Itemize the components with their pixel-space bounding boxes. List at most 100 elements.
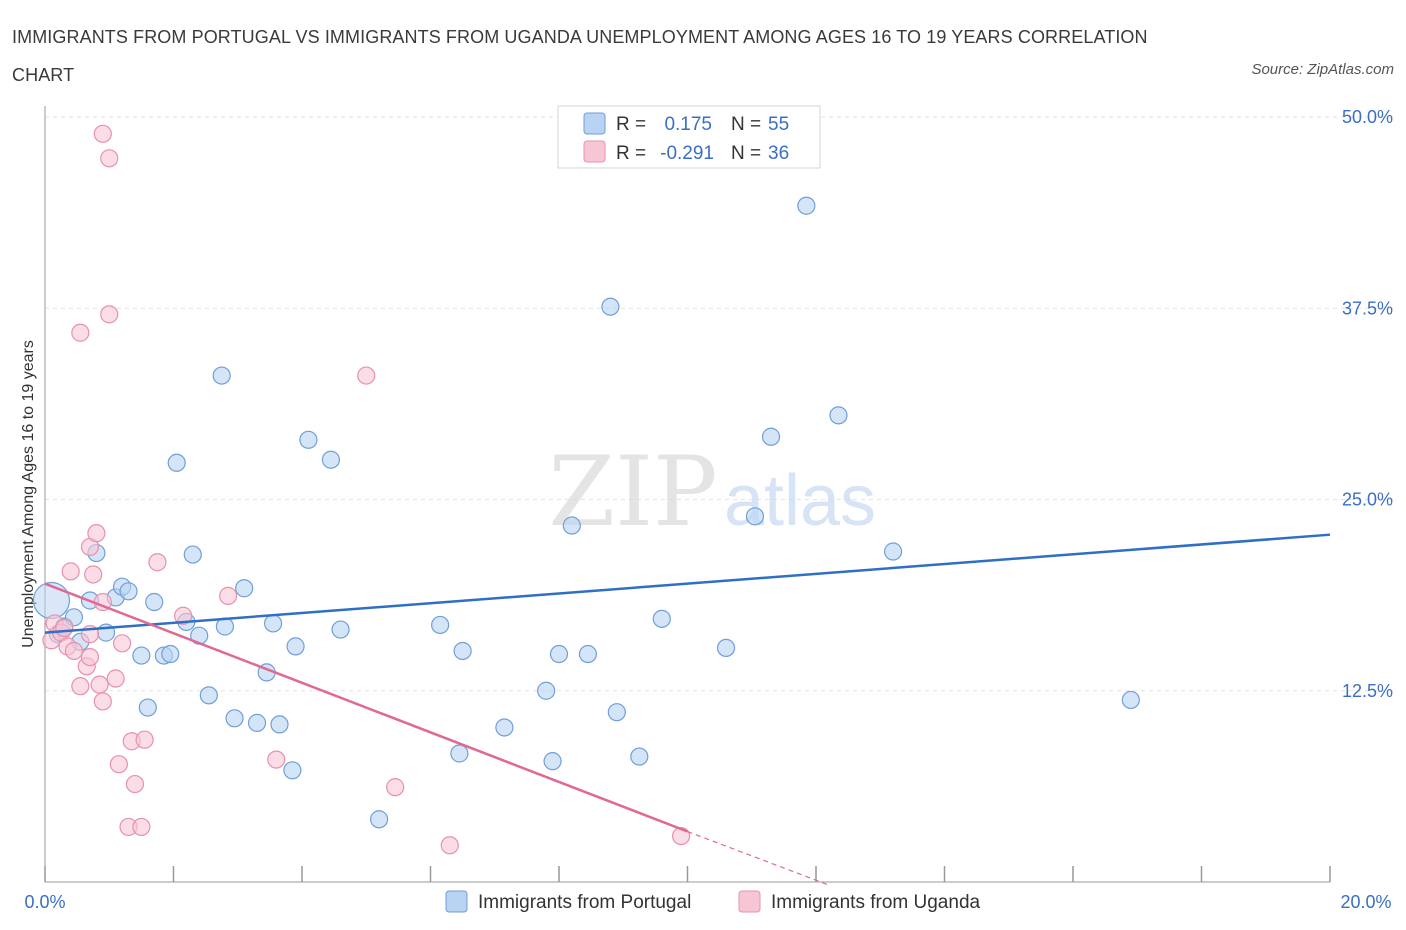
uganda-point [112,634,132,653]
uganda-point [386,778,405,797]
uganda-point [440,836,459,855]
portugal-point [321,450,341,469]
portugal-point [167,453,186,472]
uganda-point [61,562,80,581]
legend-r-portugal: 0.175 [664,114,712,135]
watermark-atlas: atlas [724,461,876,541]
portugal-point [537,681,556,700]
portugal-point [247,713,267,732]
uganda-point [71,677,90,696]
portugal-point [138,698,157,717]
portugal-point [883,542,903,561]
portugal-point [601,297,620,316]
bottom-legend: Immigrants from Portugal Immigrants from… [445,890,981,913]
portugal-point [263,614,283,633]
y-tick-labels: 12.5% 25.0% 37.5% 50.0% [1342,107,1393,701]
portugal-point [652,609,671,628]
legend-n-label: N = [731,143,761,164]
uganda-point [174,606,193,625]
legend-swatch-uganda [583,140,606,163]
legend-swatch-portugal [583,112,606,135]
legend: R = 0.175 N = 55 R = -0.291 N = 36 [557,105,821,169]
x-tick-label-min: 0.0% [24,892,65,912]
portugal-point [183,545,202,564]
uganda-point [87,524,106,543]
uganda-point [64,641,84,661]
y-tick-label: 25.0% [1342,490,1393,510]
uganda-point [93,692,112,711]
legend-r-uganda: -0.291 [660,143,714,164]
uganda-point [55,618,74,638]
uganda-point [132,817,151,837]
uganda-point [84,565,103,584]
trend-line-portugal [44,533,1331,634]
watermark: ZIP atlas [548,436,876,548]
portugal-point [286,637,305,656]
series-portugal-points [32,196,1140,829]
bottom-legend-swatch-uganda [738,890,761,913]
trend-line-uganda [44,582,688,833]
portugal-point [145,592,164,612]
portugal-point [212,366,231,385]
legend-n-label: N = [731,114,761,135]
portugal-point [283,761,302,780]
uganda-point [219,586,238,605]
chart-title: IMMIGRANTS FROM PORTUGAL VS IMMIGRANTS F… [12,27,1148,85]
y-tick-label: 37.5% [1342,298,1393,318]
portugal-point [630,747,649,766]
portugal-point [797,196,816,215]
series-uganda-points [42,124,691,855]
y-axis-label: Unemployment Among Ages 16 to 19 years [20,340,37,648]
portugal-point [370,810,389,829]
portugal-point [32,581,71,620]
portugal-point [161,644,180,664]
gridlines [45,116,1395,692]
portugal-point [607,703,626,722]
portugal-point [829,406,848,425]
portugal-point [745,507,765,526]
uganda-point [90,675,109,694]
trend-lines [44,533,1331,886]
portugal-point [1121,690,1140,710]
legend-r-label: R = [616,143,646,164]
uganda-point [80,647,100,667]
x-axis-ticks [44,866,1331,882]
x-tick-label-max: 20.0% [1340,892,1391,912]
portugal-point [450,744,469,763]
portugal-point [495,718,514,737]
uganda-point [125,774,145,794]
portugal-point [562,516,581,535]
uganda-point [135,730,154,749]
portugal-point [225,709,244,728]
portugal-point [716,638,736,658]
trend-line-uganda-extrapolated [687,830,830,886]
portugal-point [235,579,254,598]
legend-n-portugal: 55 [768,114,789,135]
portugal-point [761,427,781,446]
bottom-legend-swatch-portugal [445,890,468,913]
portugal-point [270,715,289,734]
portugal-point [331,620,350,639]
y-tick-label: 50.0% [1342,107,1393,127]
portugal-point [549,644,569,664]
uganda-point [267,750,286,769]
portugal-point [199,686,218,705]
uganda-point [357,366,376,385]
legend-n-uganda: 36 [768,143,789,164]
portugal-point [431,615,450,635]
uganda-point [100,305,119,324]
portugal-point [132,646,151,665]
bottom-legend-uganda: Immigrants from Uganda [771,892,981,913]
uganda-point [148,553,167,572]
uganda-point [106,669,125,688]
source-label: Source: ZipAtlas.com [1251,61,1394,78]
legend-r-label: R = [616,114,646,135]
uganda-point [71,323,90,342]
portugal-point [543,752,562,771]
portugal-point [299,430,318,449]
uganda-point [109,755,128,774]
bottom-legend-portugal: Immigrants from Portugal [478,892,691,913]
uganda-point [93,124,112,143]
portugal-point [578,644,598,664]
